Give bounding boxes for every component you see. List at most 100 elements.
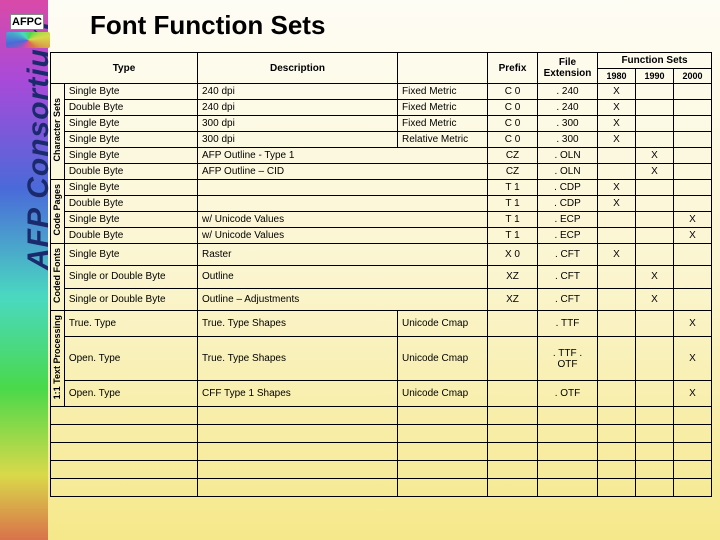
cell: . CDP [538, 196, 598, 212]
cell: Single Byte [64, 212, 197, 228]
cell [198, 180, 488, 196]
cell: Raster [198, 244, 488, 266]
cell [674, 266, 712, 288]
cell: Fixed Metric [398, 84, 488, 100]
cell: . 300 [538, 132, 598, 148]
cell [598, 164, 636, 180]
cell [636, 337, 674, 381]
table-row: Single Byte 300 dpi Fixed Metric C 0 . 3… [51, 116, 712, 132]
font-table: Type Description Prefix File Extension F… [50, 52, 712, 497]
logo-gradient [6, 32, 50, 48]
cell [598, 311, 636, 337]
cell [598, 228, 636, 244]
hdr-ext: File Extension [538, 53, 598, 84]
cell: X [598, 116, 636, 132]
cell: X [636, 288, 674, 310]
cell [674, 164, 712, 180]
cell: . CFT [538, 244, 598, 266]
cell: Single Byte [64, 84, 197, 100]
cell [674, 84, 712, 100]
cell: 300 dpi [198, 132, 398, 148]
cell: . ECP [538, 212, 598, 228]
cell: X [598, 100, 636, 116]
page-title: Font Function Sets [90, 10, 325, 41]
cell: Single Byte [64, 180, 197, 196]
cell: CFF Type 1 Shapes [198, 381, 398, 407]
table-row: Code Pages Single Byte T 1 . CDP X [51, 180, 712, 196]
cell [598, 337, 636, 381]
table-row: Open. Type True. Type Shapes Unicode Cma… [51, 337, 712, 381]
group-charsets: Character Sets [51, 84, 65, 180]
hdr-1990: 1990 [636, 69, 674, 84]
cell: Double Byte [64, 228, 197, 244]
cell [636, 116, 674, 132]
cell: . CFT [538, 288, 598, 310]
cell: Unicode Cmap [398, 311, 488, 337]
table-row: Double Byte 240 dpi Fixed Metric C 0 . 2… [51, 100, 712, 116]
cell: X [598, 132, 636, 148]
cell: . ECP [538, 228, 598, 244]
table-row: Character Sets Single Byte 240 dpi Fixed… [51, 84, 712, 100]
cell: X [674, 337, 712, 381]
group-codepages: Code Pages [51, 180, 65, 244]
cell: C 0 [488, 116, 538, 132]
table-row: Single or Double Byte Outline – Adjustme… [51, 288, 712, 310]
cell [636, 228, 674, 244]
cell: X [636, 164, 674, 180]
empty-row [51, 461, 712, 479]
cell: C 0 [488, 84, 538, 100]
table-row: Single Byte AFP Outline - Type 1 CZ . OL… [51, 148, 712, 164]
cell: . 300 [538, 116, 598, 132]
hdr-type: Type [51, 53, 198, 84]
table-row: Single or Double Byte Outline XZ . CFT X [51, 266, 712, 288]
cell [488, 311, 538, 337]
hdr-2000: 2000 [674, 69, 712, 84]
cell: Single Byte [64, 244, 197, 266]
cell: X [636, 148, 674, 164]
cell [488, 381, 538, 407]
table-row: Single Byte w/ Unicode Values T 1 . ECP … [51, 212, 712, 228]
cell: Single Byte [64, 132, 197, 148]
cell: . CDP [538, 180, 598, 196]
cell [674, 100, 712, 116]
cell [674, 148, 712, 164]
cell: Single Byte [64, 116, 197, 132]
table-row: Double Byte AFP Outline – CID CZ . OLN X [51, 164, 712, 180]
cell [598, 266, 636, 288]
cell: Open. Type [64, 337, 197, 381]
cell: . TTF . OTF [538, 337, 598, 381]
cell [598, 148, 636, 164]
cell: True. Type [64, 311, 197, 337]
hdr-mid [398, 53, 488, 84]
cell: Relative Metric [398, 132, 488, 148]
cell [636, 180, 674, 196]
cell: CZ [488, 148, 538, 164]
cell: X [674, 212, 712, 228]
empty-row [51, 407, 712, 425]
cell: X [674, 381, 712, 407]
cell: X 0 [488, 244, 538, 266]
cell: T 1 [488, 180, 538, 196]
cell: Fixed Metric [398, 100, 488, 116]
group-codedfonts: Coded Fonts [51, 244, 65, 311]
cell: . OTF [538, 381, 598, 407]
cell: . 240 [538, 84, 598, 100]
cell: Fixed Metric [398, 116, 488, 132]
cell: . CFT [538, 266, 598, 288]
cell: Single or Double Byte [64, 266, 197, 288]
cell: T 1 [488, 196, 538, 212]
cell: . OLN [538, 148, 598, 164]
cell: X [674, 311, 712, 337]
cell [674, 288, 712, 310]
cell: True. Type Shapes [198, 311, 398, 337]
hdr-1980: 1980 [598, 69, 636, 84]
table-row: Single Byte 300 dpi Relative Metric C 0 … [51, 132, 712, 148]
cell: Single or Double Byte [64, 288, 197, 310]
table-row: Open. Type CFF Type 1 Shapes Unicode Cma… [51, 381, 712, 407]
cell [636, 381, 674, 407]
cell: T 1 [488, 228, 538, 244]
cell [598, 212, 636, 228]
cell: Outline [198, 266, 488, 288]
cell [674, 180, 712, 196]
cell: AFP Outline – CID [198, 164, 488, 180]
